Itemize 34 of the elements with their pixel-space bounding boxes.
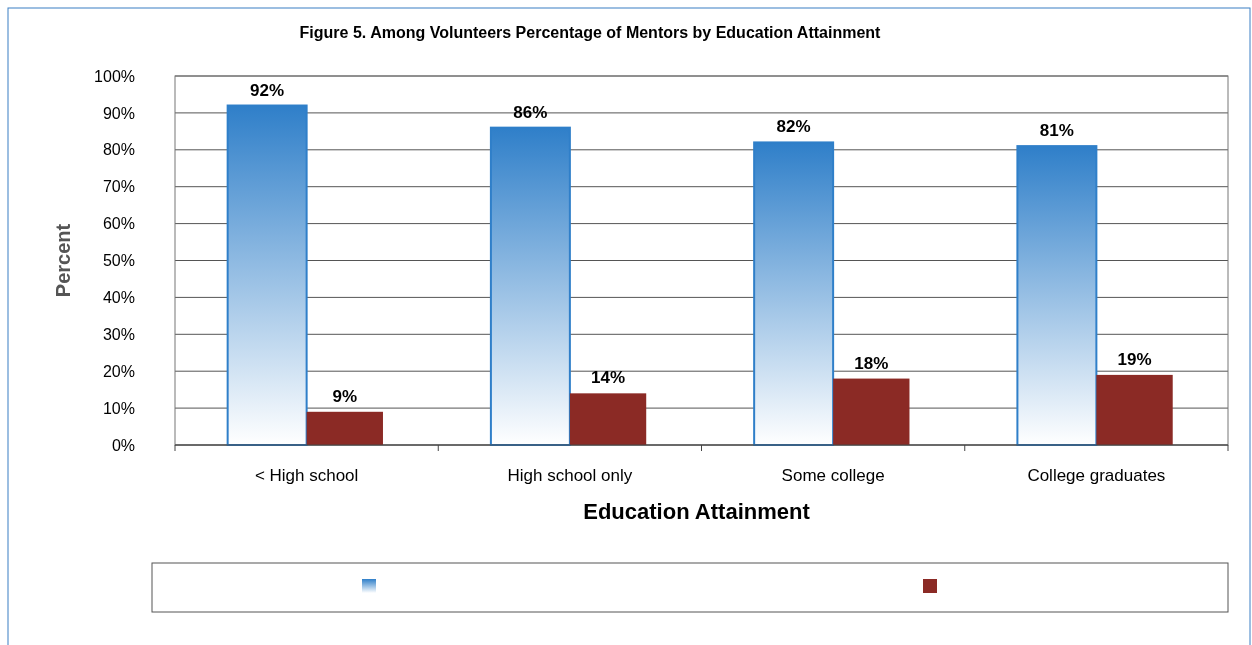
x-tick-label: High school only — [507, 466, 633, 485]
y-tick-label: 90% — [102, 104, 135, 122]
y-tick-label: 0% — [111, 436, 135, 454]
bar — [226, 104, 308, 446]
y-tick-label: 20% — [102, 362, 135, 380]
y-axis-title: Percent — [52, 223, 74, 298]
x-tick-label: Some college — [781, 466, 885, 485]
data-label: 86% — [513, 102, 548, 122]
bar — [753, 141, 835, 446]
bar — [1016, 145, 1098, 446]
bar — [1096, 374, 1173, 445]
x-axis-title: Education Attainment — [583, 499, 811, 524]
y-tick-label: 10% — [102, 399, 135, 417]
bar — [306, 411, 383, 445]
data-label: 14% — [591, 368, 626, 388]
y-tick-label: 30% — [102, 325, 135, 343]
data-label: 82% — [776, 117, 811, 137]
data-label: 92% — [250, 80, 285, 100]
x-tick-label: College graduates — [1027, 466, 1166, 485]
y-tick-label: 60% — [102, 215, 135, 233]
chart-title: Figure 5. Among Volunteers Percentage of Mentors by Education Attainment — [299, 24, 882, 41]
data-label: 18% — [854, 353, 889, 373]
data-label: 9% — [332, 386, 358, 406]
bar — [489, 126, 571, 446]
bar — [569, 393, 647, 445]
y-tick-label: 100% — [94, 67, 135, 85]
data-label: 19% — [1117, 349, 1152, 369]
y-tick-label: 70% — [102, 178, 135, 196]
y-tick-label: 80% — [102, 141, 135, 159]
data-label: 81% — [1039, 121, 1074, 141]
y-tick-label: 40% — [102, 289, 135, 306]
bar — [833, 378, 910, 445]
y-tick-label: 50% — [102, 252, 135, 270]
x-tick-label: < High school — [254, 466, 359, 485]
